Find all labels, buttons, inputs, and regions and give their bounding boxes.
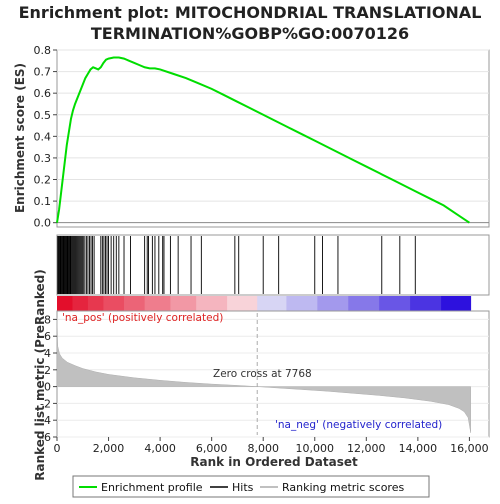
metric-y-tick-label: 6 [44,330,51,343]
chart-title-line-1: Enrichment plot: MITOCHONDRIAL TRANSLATI… [19,3,482,22]
metric-x-tick-label: 4,000 [144,442,176,455]
legend-es-label: Enrichment profile [101,481,203,494]
color-bar-segment [87,296,104,311]
color-bar-segment [379,296,411,311]
metric-x-ticks: 0 2,000 4,000 6,000 8,000 10,000 12,000 14,000 1… [54,437,489,455]
metric-y-ticks: -6 -4 -2 0 2 4 6 8 [40,313,57,444]
legend-metric-label: Ranking metric scores [282,481,404,494]
hit-ticks [57,236,416,294]
color-bar-segment [196,296,228,311]
metric-y-axis-title: Ranked list metric (PreRanked) [33,269,47,481]
pos-correlation-label: 'na_pos' (positively correlated) [62,312,223,324]
color-bar-segment [57,296,73,311]
metric-y-tick-label: -4 [40,414,51,427]
rank-color-bar [57,296,472,311]
es-y-tick-label: 0.0 [34,217,52,230]
metric-y-tick-label: -2 [40,397,51,410]
metric-y-tick-label: 0 [44,381,51,394]
color-bar-segment [348,296,380,311]
zero-cross-label: Zero cross at 7768 [213,368,312,380]
metric-panel: -6 -4 -2 0 2 4 6 8 0 2,000 4,000 6,000 8,000 10,000 1… [33,269,490,481]
metric-x-tick-label: 10,000 [296,442,335,455]
color-bar-segment [286,296,318,311]
legend-box [72,475,430,498]
chart-title-line-2: TERMINATION%GOBP%GO:0070126 [91,24,409,43]
es-y-axis-title: Enrichment score (ES) [13,63,27,213]
color-bar-segment [170,296,197,311]
hits-panel [56,234,490,296]
metric-y-tick-label: 8 [44,313,51,326]
metric-plot-area [56,310,490,438]
metric-x-tick-label: 16,000 [450,442,489,455]
legend: Enrichment profile Hits Ranking metric s… [72,475,430,498]
es-plot-area [56,49,490,228]
es-y-tick-label: 0.2 [34,174,52,187]
color-bar-segment [441,296,472,311]
es-y-tick-label: 0.4 [34,130,52,143]
es-y-tick-label: 0.5 [34,109,52,122]
metric-y-tick-label: 2 [44,364,51,377]
color-bar-segment [410,296,442,311]
color-bar-segment [144,296,171,311]
color-bar-segment [124,296,146,311]
es-y-tick-label: 0.3 [34,152,52,165]
metric-y-tick-label: -6 [40,431,51,444]
legend-hits-label: Hits [232,481,254,494]
color-bar-segment [317,296,349,311]
es-y-tick-label: 0.1 [34,195,52,208]
metric-y-tick-label: 4 [44,347,51,360]
hits-plot-area [56,234,490,296]
es-line [56,56,470,224]
es-y-ticks: 0.0 0.1 0.2 0.3 0.4 0.5 0.6 0.7 0.8 [34,44,57,230]
color-bar-segment [227,296,258,311]
metric-x-tick-label: 8,000 [247,442,279,455]
metric-x-tick-label: 0 [54,442,61,455]
es-gridlines [57,49,489,224]
metric-x-tick-label: 14,000 [399,442,438,455]
metric-x-tick-label: 12,000 [347,442,386,455]
neg-correlation-label: 'na_neg' (negatively correlated) [275,419,442,431]
es-y-tick-label: 0.7 [34,66,52,79]
color-bar-segment [257,296,287,311]
metric-x-tick-label: 2,000 [93,442,125,455]
es-panel: 0.0 0.1 0.2 0.3 0.4 0.5 0.6 0.7 0.8 Enrichment s… [13,44,490,230]
color-bar-segment [103,296,125,311]
color-bar-segment [72,296,89,311]
metric-x-tick-label: 6,000 [196,442,228,455]
metric-area [56,317,471,433]
es-y-tick-label: 0.8 [34,44,52,57]
x-axis-title: Rank in Ordered Dataset [190,455,358,469]
es-y-tick-label: 0.6 [34,87,52,100]
